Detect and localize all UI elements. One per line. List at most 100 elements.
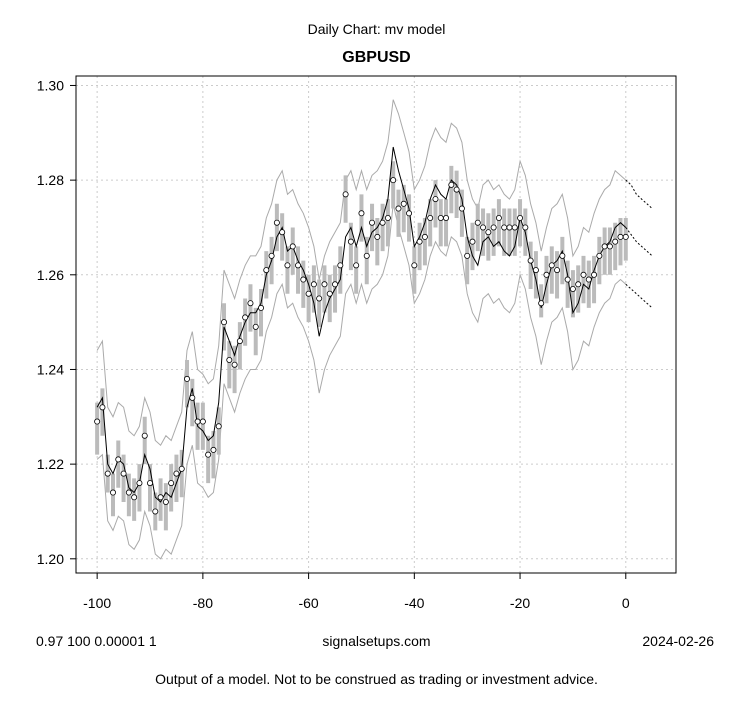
close-point bbox=[210, 446, 217, 453]
close-point bbox=[458, 205, 465, 212]
close-point bbox=[591, 271, 598, 278]
close-point bbox=[395, 205, 402, 212]
close-point bbox=[178, 465, 185, 472]
close-point bbox=[310, 281, 317, 288]
x-tick-label: -60 bbox=[298, 595, 318, 611]
close-point bbox=[205, 451, 212, 458]
chart-title: GBPUSD bbox=[342, 49, 411, 66]
forecast-middle-line bbox=[625, 227, 653, 257]
close-point bbox=[284, 262, 291, 269]
close-point bbox=[554, 267, 561, 274]
close-point bbox=[527, 257, 534, 264]
axes: -100 -80 -60 -40 -20 0 1.20 1.22 1.24 1.26 1.28 1.3… bbox=[37, 77, 630, 611]
close-point bbox=[606, 243, 613, 250]
close-point bbox=[316, 295, 323, 302]
close-point bbox=[110, 489, 117, 496]
y-tick-label: 1.30 bbox=[37, 77, 64, 93]
model-line bbox=[96, 146, 627, 503]
close-point bbox=[115, 456, 122, 463]
close-point bbox=[289, 243, 296, 250]
close-point bbox=[374, 233, 381, 240]
close-point bbox=[490, 224, 497, 231]
close-point bbox=[622, 233, 629, 240]
close-point bbox=[548, 262, 555, 269]
close-point bbox=[332, 281, 339, 288]
disclaimer: Output of a model. Not to be construed a… bbox=[155, 671, 598, 687]
lower-band-line bbox=[96, 203, 627, 560]
y-tick-label: 1.28 bbox=[37, 172, 64, 188]
close-point bbox=[273, 219, 280, 226]
close-point bbox=[506, 224, 513, 231]
close-point bbox=[559, 252, 566, 259]
y-tick-label: 1.24 bbox=[37, 361, 64, 377]
close-point bbox=[152, 508, 159, 515]
close-point bbox=[353, 262, 360, 269]
close-point bbox=[564, 276, 571, 283]
close-point bbox=[501, 224, 508, 231]
close-point bbox=[485, 229, 492, 236]
close-point bbox=[221, 319, 228, 326]
close-point bbox=[147, 480, 154, 487]
close-point bbox=[617, 233, 624, 240]
close-point bbox=[469, 238, 476, 245]
close-point bbox=[538, 300, 545, 307]
close-point bbox=[199, 418, 206, 425]
forecast-lines bbox=[625, 179, 653, 309]
close-point bbox=[443, 214, 450, 221]
close-point bbox=[522, 224, 529, 231]
footer-site: signalsetups.com bbox=[322, 633, 431, 649]
close-point bbox=[258, 304, 265, 311]
close-point bbox=[231, 361, 238, 368]
close-point bbox=[141, 432, 148, 439]
close-point bbox=[517, 214, 524, 221]
close-point bbox=[236, 338, 243, 345]
close-point bbox=[162, 498, 169, 505]
close-point bbox=[226, 356, 233, 363]
close-point bbox=[596, 252, 603, 259]
close-point bbox=[184, 375, 191, 382]
close-point bbox=[300, 276, 307, 283]
y-tick-label: 1.22 bbox=[37, 456, 64, 472]
close-point bbox=[131, 494, 138, 501]
close-point bbox=[495, 214, 502, 221]
close-point bbox=[279, 229, 286, 236]
close-point bbox=[580, 271, 587, 278]
close-point bbox=[363, 252, 370, 259]
chart-supertitle: Daily Chart: mv model bbox=[307, 21, 446, 37]
close-points bbox=[94, 177, 629, 515]
model-line-path bbox=[96, 146, 627, 503]
close-point bbox=[416, 238, 423, 245]
close-point bbox=[321, 281, 328, 288]
plot-frame bbox=[75, 75, 677, 574]
close-point bbox=[575, 281, 582, 288]
close-point bbox=[411, 262, 418, 269]
close-point bbox=[464, 252, 471, 259]
close-point bbox=[601, 243, 608, 250]
close-point bbox=[400, 200, 407, 207]
footer-date: 2024-02-26 bbox=[642, 633, 714, 649]
close-point bbox=[347, 238, 354, 245]
close-point bbox=[406, 210, 413, 217]
x-tick-label: 0 bbox=[622, 595, 630, 611]
close-point bbox=[104, 470, 111, 477]
close-point bbox=[268, 252, 275, 259]
close-point bbox=[305, 290, 312, 297]
close-point bbox=[295, 262, 302, 269]
close-point bbox=[342, 191, 349, 198]
forecast-lower-line bbox=[625, 283, 653, 309]
close-point bbox=[421, 233, 428, 240]
x-tick-label: -100 bbox=[83, 595, 111, 611]
close-point bbox=[369, 219, 376, 226]
close-point bbox=[125, 489, 132, 496]
close-point bbox=[585, 276, 592, 283]
x-tick-label: -80 bbox=[193, 595, 213, 611]
close-point bbox=[247, 300, 254, 307]
close-point bbox=[358, 210, 365, 217]
close-point bbox=[136, 480, 143, 487]
close-point bbox=[612, 238, 619, 245]
close-point bbox=[384, 214, 391, 221]
close-point bbox=[569, 285, 576, 292]
close-point bbox=[326, 290, 333, 297]
close-point bbox=[379, 219, 386, 226]
